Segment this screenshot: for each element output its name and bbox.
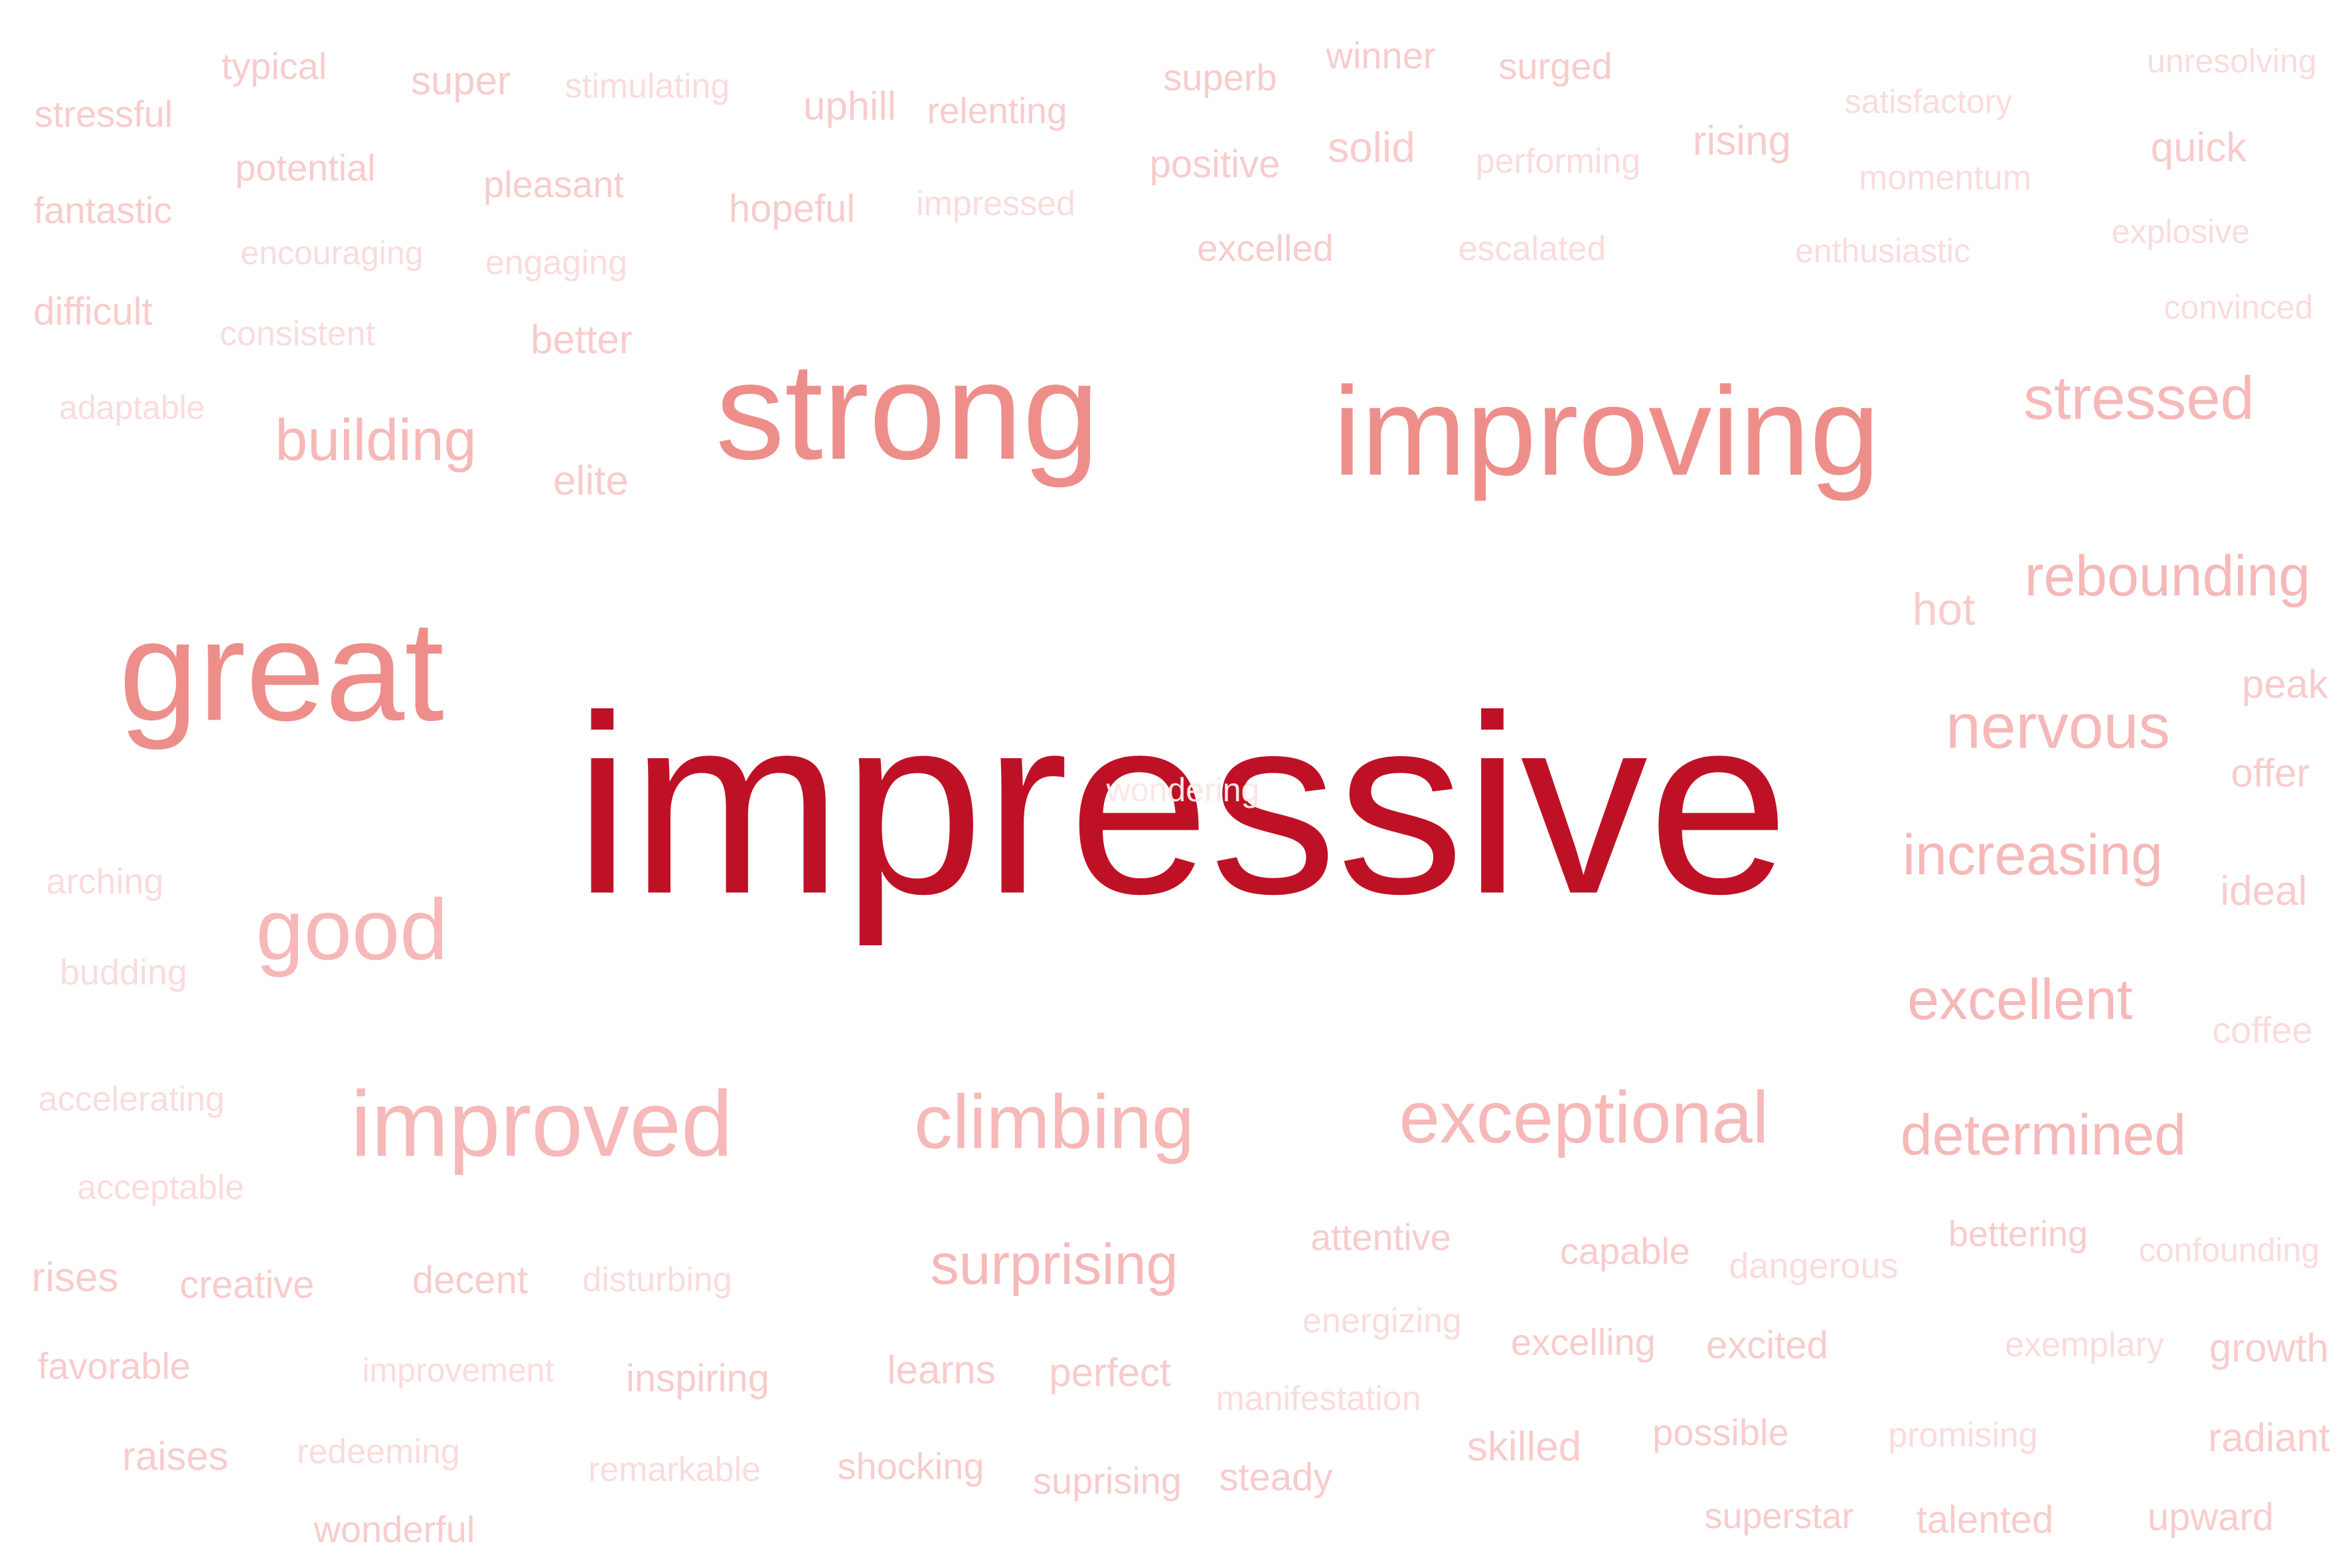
word-engaging: engaging [485,244,627,282]
word-capable: capable [1559,1230,1691,1272]
word-exceptional: exceptional [1399,1077,1769,1158]
word-learns: learns [887,1348,996,1392]
word-redeeming: redeeming [297,1433,460,1471]
word-decent: decent [412,1259,528,1302]
word-promising: promising [1888,1416,2038,1454]
word-attentive: attentive [1310,1216,1451,1258]
word-remarkable: remarkable [588,1450,761,1489]
word-better: better [530,317,633,362]
word-performing: performing [1475,142,1641,181]
word-quick: quick [2150,125,2247,171]
word-shocking: shocking [837,1445,984,1487]
word-impressed: impressed [916,185,1075,223]
word-winner: winner [1326,35,1436,76]
word-wondering: wondering [1106,771,1260,809]
word-rebounding: rebounding [2024,544,2311,608]
word-excellent: excellent [1907,968,2133,1032]
word-talented: talented [1916,1498,2054,1541]
word-coffee: coffee [2212,1009,2313,1051]
word-superb: superb [1163,56,1277,98]
word-potential: potential [235,147,376,189]
word-growth: growth [2209,1326,2329,1370]
word-rises: rises [31,1255,119,1300]
word-good: good [256,881,448,978]
word-hopeful: hopeful [728,187,856,230]
word-improving: improving [1333,361,1880,502]
word-excelling: excelling [1511,1321,1656,1363]
word-impressive: impressive [574,663,1790,947]
word-perfect: perfect [1049,1350,1171,1395]
word-fantastic: fantastic [33,189,173,231]
word-offer: offer [2231,751,2310,795]
word-satisfactory: satisfactory [1844,83,2013,120]
word-peak: peak [2241,662,2329,706]
word-bettering: bettering [1948,1214,2088,1254]
word-dangerous: dangerous [1729,1246,1899,1286]
word-inspiring: inspiring [626,1357,769,1400]
word-determined: determined [1900,1103,2187,1167]
word-elite: elite [553,458,629,504]
word-suprising: suprising [1032,1460,1182,1502]
word-consistent: consistent [219,315,376,353]
word-convinced: convinced [2163,289,2313,326]
word-creative: creative [179,1263,315,1306]
word-stressed: stressed [2023,364,2254,432]
word-relenting: relenting [927,90,1067,131]
word-acceptable: acceptable [77,1168,244,1207]
word-unresolving: unresolving [2147,42,2317,80]
word-encouraging: encouraging [240,234,424,272]
word-exemplary: exemplary [2005,1326,2164,1364]
word-superstar: superstar [1704,1496,1854,1536]
word-uphill: uphill [803,84,897,128]
word-enthusiastic: enthusiastic [1794,232,1971,270]
word-radiant: radiant [2208,1415,2330,1460]
word-excited: excited [1706,1324,1828,1367]
word-super: super [410,58,511,103]
word-momentum: momentum [1858,159,2032,197]
word-skilled: skilled [1466,1424,1582,1470]
word-climbing: climbing [914,1079,1194,1165]
word-surged: surged [1498,45,1612,87]
word-rising: rising [1692,118,1792,164]
word-typical: typical [221,45,327,87]
word-wonderful: wonderful [313,1508,475,1550]
word-arching: arching [46,862,164,902]
word-increasing: increasing [1903,823,2163,887]
word-positive: positive [1149,143,1281,186]
word-favorable: favorable [37,1345,191,1387]
word-manifestation: manifestation [1215,1379,1421,1418]
word-surprising: surprising [930,1233,1178,1296]
word-improved: improved [351,1071,733,1176]
word-nervous: nervous [1946,691,2170,762]
word-accelerating: accelerating [38,1080,225,1119]
word-building: building [275,407,477,473]
word-ideal: ideal [2220,868,2308,914]
word-adaptable: adaptable [59,389,205,426]
word-steady: steady [1219,1456,1333,1499]
word-difficult: difficult [33,290,153,333]
word-improvement: improvement [362,1352,554,1389]
word-confounding: confounding [2138,1231,2320,1269]
word-budding: budding [59,953,188,992]
word-hot: hot [1912,584,1976,635]
word-energizing: energizing [1302,1302,1462,1340]
word-excelled: excelled [1197,227,1334,269]
word-raises: raises [121,1434,229,1478]
word-explosive: explosive [2111,213,2250,250]
word-pleasant: pleasant [483,163,624,205]
word-stressful: stressful [34,93,173,135]
word-strong: strong [715,335,1100,489]
word-upward: upward [2147,1496,2274,1539]
word-possible: possible [1652,1411,1789,1453]
word-solid: solid [1328,123,1415,171]
word-great: great [118,590,445,751]
word-stimulating: stimulating [564,67,730,106]
word-escalated: escalated [1458,230,1607,268]
word-disturbing: disturbing [582,1261,732,1299]
